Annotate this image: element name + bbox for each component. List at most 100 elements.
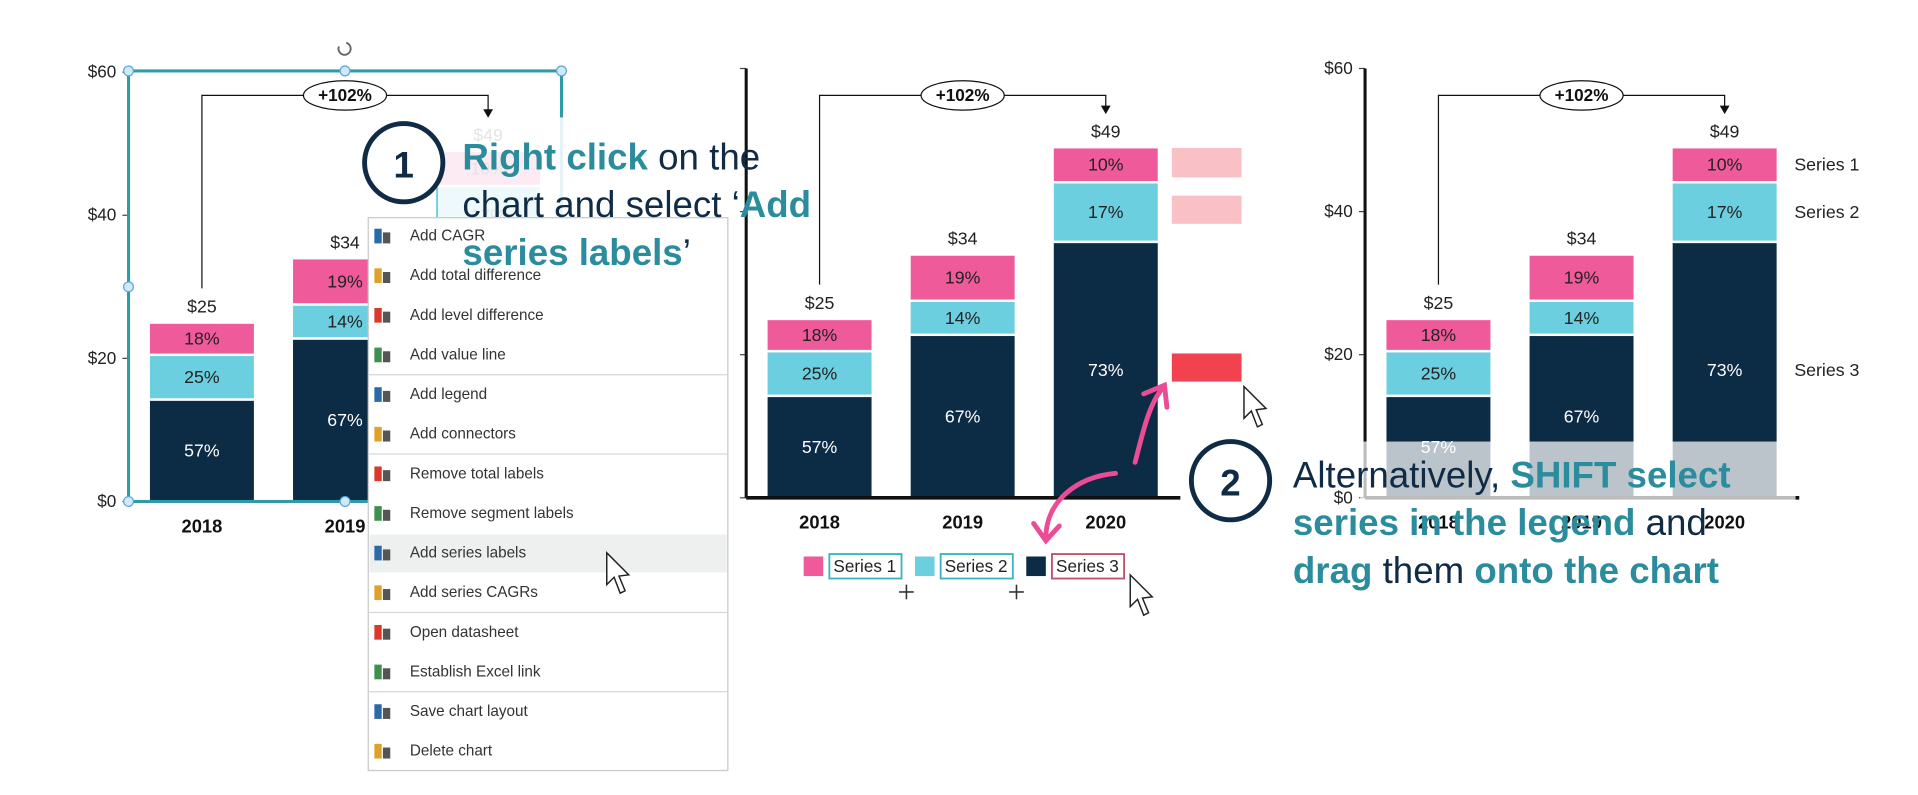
menu-item[interactable]: Remove total labels bbox=[410, 465, 544, 482]
y-tick-label: $0 bbox=[97, 492, 116, 511]
rotate-handle bbox=[337, 41, 352, 56]
total-label: $25 bbox=[187, 297, 217, 317]
step-text: series in the legend and bbox=[1293, 502, 1707, 543]
legend-box[interactable] bbox=[1051, 553, 1126, 580]
x-tick-label: 2018 bbox=[182, 515, 223, 536]
x-tick-label: 2018 bbox=[799, 512, 840, 533]
selection-handle[interactable] bbox=[339, 495, 351, 507]
segment-label: 25% bbox=[1421, 363, 1457, 383]
total-label: $49 bbox=[1710, 121, 1740, 141]
legend-box[interactable] bbox=[828, 553, 903, 580]
menu-icon bbox=[374, 743, 382, 759]
y-tick-label: $20 bbox=[1324, 345, 1353, 364]
menu-item[interactable]: Open datasheet bbox=[410, 624, 519, 641]
legend-box[interactable] bbox=[939, 553, 1014, 580]
menu-icon bbox=[382, 272, 391, 284]
segment-label: 17% bbox=[1707, 202, 1743, 222]
step-text: Right click on the bbox=[462, 136, 760, 177]
menu-icon bbox=[374, 585, 382, 601]
segment-label: 57% bbox=[802, 437, 838, 457]
menu-item[interactable]: Add total difference bbox=[410, 267, 541, 284]
menu-icon bbox=[374, 506, 382, 521]
legend-label[interactable]: Series 2 bbox=[945, 557, 1008, 576]
y-tick-label: $40 bbox=[1324, 202, 1353, 221]
segment-label: 67% bbox=[327, 410, 363, 430]
menu-item[interactable]: Add connectors bbox=[410, 426, 516, 443]
menu-icon bbox=[374, 466, 382, 482]
menu-item[interactable]: Remove segment labels bbox=[410, 505, 574, 522]
menu-item[interactable]: Add legend bbox=[410, 386, 487, 403]
menu-item[interactable]: Add value line bbox=[410, 346, 506, 363]
bar-segment bbox=[1051, 181, 1161, 244]
segment-label: 57% bbox=[184, 440, 220, 460]
selection-handle[interactable] bbox=[123, 495, 135, 507]
step-text: series labels’ bbox=[462, 231, 690, 272]
legend-label[interactable]: Series 3 bbox=[1056, 557, 1119, 576]
y-tick-label: $20 bbox=[88, 349, 117, 368]
step-text-part: Alternatively, bbox=[1293, 454, 1511, 495]
step-text: drag them onto the chart bbox=[1293, 549, 1719, 590]
total-label: $49 bbox=[1091, 121, 1121, 141]
selection-handle[interactable] bbox=[123, 65, 135, 77]
menu-item[interactable]: Add series CAGRs bbox=[410, 584, 538, 601]
step-badge bbox=[1188, 439, 1273, 523]
step-text-part: and bbox=[1635, 502, 1706, 543]
x-tick-label: 2019 bbox=[1561, 512, 1602, 533]
chart: 57% 25% 18% $25 2018 67% 14% 19% $34 2019 73% 17% 10… bbox=[740, 67, 1181, 580]
total-label: $34 bbox=[948, 229, 978, 249]
menu-icon bbox=[382, 351, 391, 363]
x-tick-label: 2019 bbox=[325, 515, 366, 536]
step-text-part: series labels bbox=[462, 231, 682, 272]
y-tick-label: $60 bbox=[88, 63, 117, 82]
menu-icon bbox=[382, 668, 391, 680]
move-icon bbox=[899, 584, 1024, 600]
bar-segment bbox=[1051, 240, 1161, 500]
step-text-part: series in the legend bbox=[1293, 502, 1636, 543]
segment-label: 14% bbox=[945, 308, 981, 328]
step-texts: Right click on the chart and select ‘Add s… bbox=[462, 136, 1730, 590]
menu-item[interactable]: Add CAGR bbox=[410, 228, 486, 245]
menu-icon bbox=[382, 589, 391, 601]
bar-segment bbox=[147, 398, 257, 503]
bar-segment bbox=[908, 333, 1018, 500]
segment-label: 10% bbox=[1088, 155, 1124, 175]
series-label: Series 3 bbox=[1794, 360, 1859, 380]
menu-item[interactable]: Delete chart bbox=[410, 743, 493, 760]
menu-icon bbox=[374, 347, 382, 363]
step-number: 2 bbox=[1220, 463, 1240, 504]
y-tick-label: $60 bbox=[1324, 59, 1353, 78]
menu-item[interactable]: Establish Excel link bbox=[410, 663, 541, 680]
drag-ghost bbox=[1171, 353, 1242, 382]
menu-icon bbox=[374, 387, 382, 402]
segment-label: 18% bbox=[184, 329, 220, 349]
segment-label: 73% bbox=[1707, 360, 1743, 380]
segment-label: 14% bbox=[1564, 308, 1600, 328]
x-tick-label: 2020 bbox=[1704, 512, 1745, 533]
menu-item[interactable]: Save chart layout bbox=[410, 703, 529, 720]
step-text-part: Add bbox=[740, 184, 811, 225]
context-menu: Add CAGR Add total difference Add level di… bbox=[367, 217, 729, 772]
series-label: Series 2 bbox=[1794, 202, 1859, 222]
legend-label[interactable]: Series 1 bbox=[833, 557, 896, 576]
step-text-part: on the bbox=[648, 136, 760, 177]
legend-swatch[interactable] bbox=[914, 556, 935, 577]
x-tick-label: 2019 bbox=[942, 512, 983, 533]
menu-icon bbox=[374, 664, 382, 680]
segment-label: 10% bbox=[1707, 155, 1743, 175]
menu-icon bbox=[382, 707, 391, 719]
menu-item[interactable]: Add series labels bbox=[410, 545, 527, 562]
cagr-pill bbox=[920, 80, 1005, 111]
bar-segment bbox=[765, 349, 874, 398]
legend-swatch[interactable] bbox=[803, 556, 824, 577]
legend-swatch[interactable] bbox=[1026, 556, 1046, 577]
segment-label: 14% bbox=[327, 311, 363, 331]
bar-segment bbox=[147, 321, 257, 357]
total-label: $25 bbox=[1424, 293, 1454, 313]
selection-handle[interactable] bbox=[555, 65, 568, 77]
selection-handle[interactable] bbox=[123, 281, 135, 293]
drag-ghost bbox=[1171, 147, 1242, 178]
menu-item[interactable]: Add level difference bbox=[410, 307, 544, 324]
selection-handle[interactable] bbox=[339, 65, 351, 77]
